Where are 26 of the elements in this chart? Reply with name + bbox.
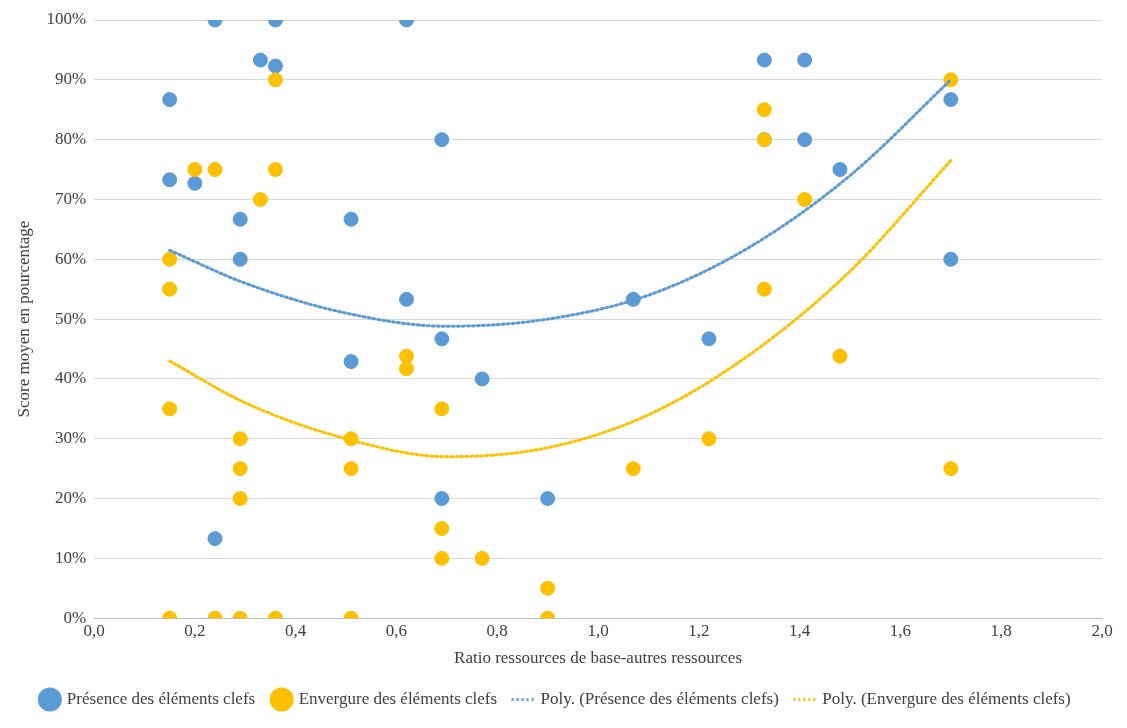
y-tick-label: 70% bbox=[54, 188, 87, 208]
y-tick-label: 60% bbox=[54, 248, 87, 268]
x-axis-title: Ratio ressources de base-autres ressources bbox=[454, 648, 743, 668]
y-tick-label: 50% bbox=[54, 308, 87, 328]
x-tick-label: 1,2 bbox=[688, 620, 710, 640]
y-axis-title: Score moyen en pourcentage bbox=[13, 220, 33, 418]
legend-label: Présence des éléments clefs bbox=[66, 688, 256, 708]
y-tick-label: 20% bbox=[54, 488, 87, 508]
y-tick-label: 30% bbox=[54, 428, 87, 448]
x-tick-label: 0,6 bbox=[385, 620, 408, 640]
y-tick-label: 100% bbox=[46, 9, 87, 29]
y-tick-label: 10% bbox=[54, 547, 87, 567]
x-tick-label: 0,4 bbox=[285, 620, 307, 640]
x-tick-label: 2,0 bbox=[1091, 620, 1113, 640]
y-tick-label: 80% bbox=[54, 129, 87, 149]
x-tick-label: 0,8 bbox=[486, 620, 508, 640]
legend-label: Envergure des éléments clefs bbox=[298, 688, 498, 708]
legend-label: Poly. (Présence des éléments clefs) bbox=[540, 688, 779, 708]
y-tick-label: 90% bbox=[54, 69, 87, 89]
x-tick-label: 1,4 bbox=[788, 620, 811, 640]
x-tick-label: 1,0 bbox=[587, 620, 609, 640]
legend-label: Poly. (Envergure des éléments clefs) bbox=[822, 688, 1071, 708]
x-tick-label: 0,2 bbox=[184, 620, 206, 640]
x-tick-label: 1,6 bbox=[889, 620, 912, 640]
y-tick-label: 40% bbox=[54, 368, 87, 388]
x-tick-label: 1,8 bbox=[990, 620, 1012, 640]
